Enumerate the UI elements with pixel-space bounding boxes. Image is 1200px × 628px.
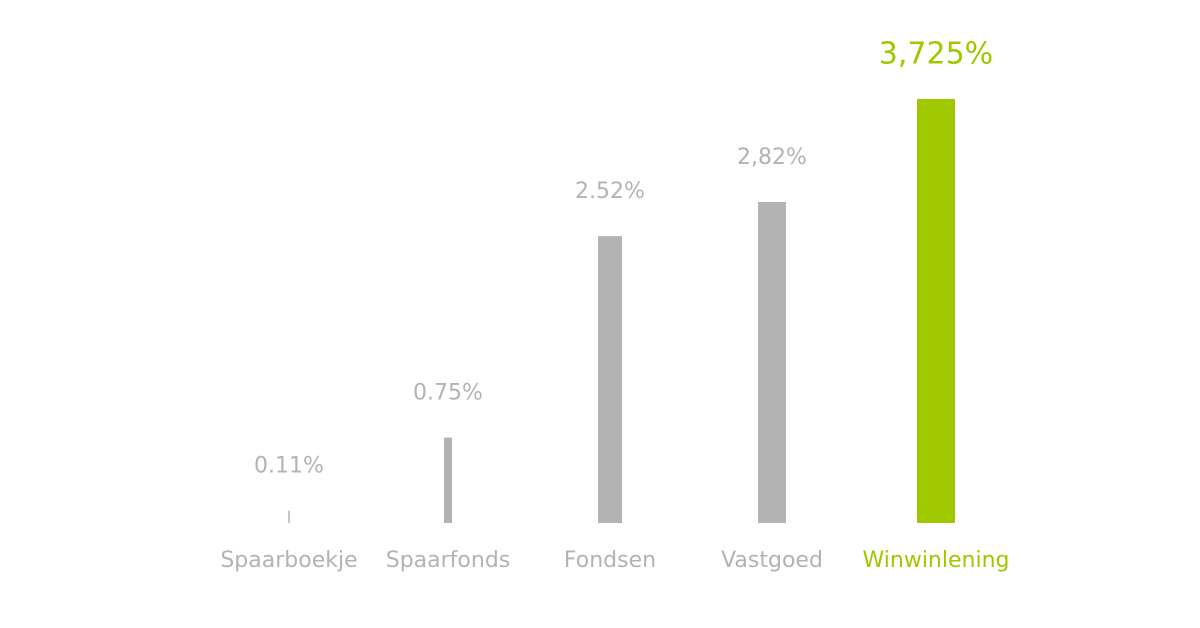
bar: [598, 236, 622, 523]
value-label: 2,82%: [737, 145, 807, 170]
category-label: Winwinlening: [863, 548, 1010, 573]
value-label: 2.52%: [575, 179, 645, 204]
bar: [758, 202, 786, 523]
category-label: Vastgoed: [721, 548, 823, 573]
bar: [444, 437, 452, 523]
bar: [288, 510, 290, 523]
category-label: Spaarfonds: [386, 548, 511, 573]
bar: [917, 99, 955, 523]
category-label: Fondsen: [564, 548, 656, 573]
value-label: 3,725%: [879, 37, 993, 72]
value-label: 0.75%: [413, 381, 483, 406]
value-label: 0.11%: [254, 453, 324, 478]
category-label: Spaarboekje: [220, 548, 357, 573]
